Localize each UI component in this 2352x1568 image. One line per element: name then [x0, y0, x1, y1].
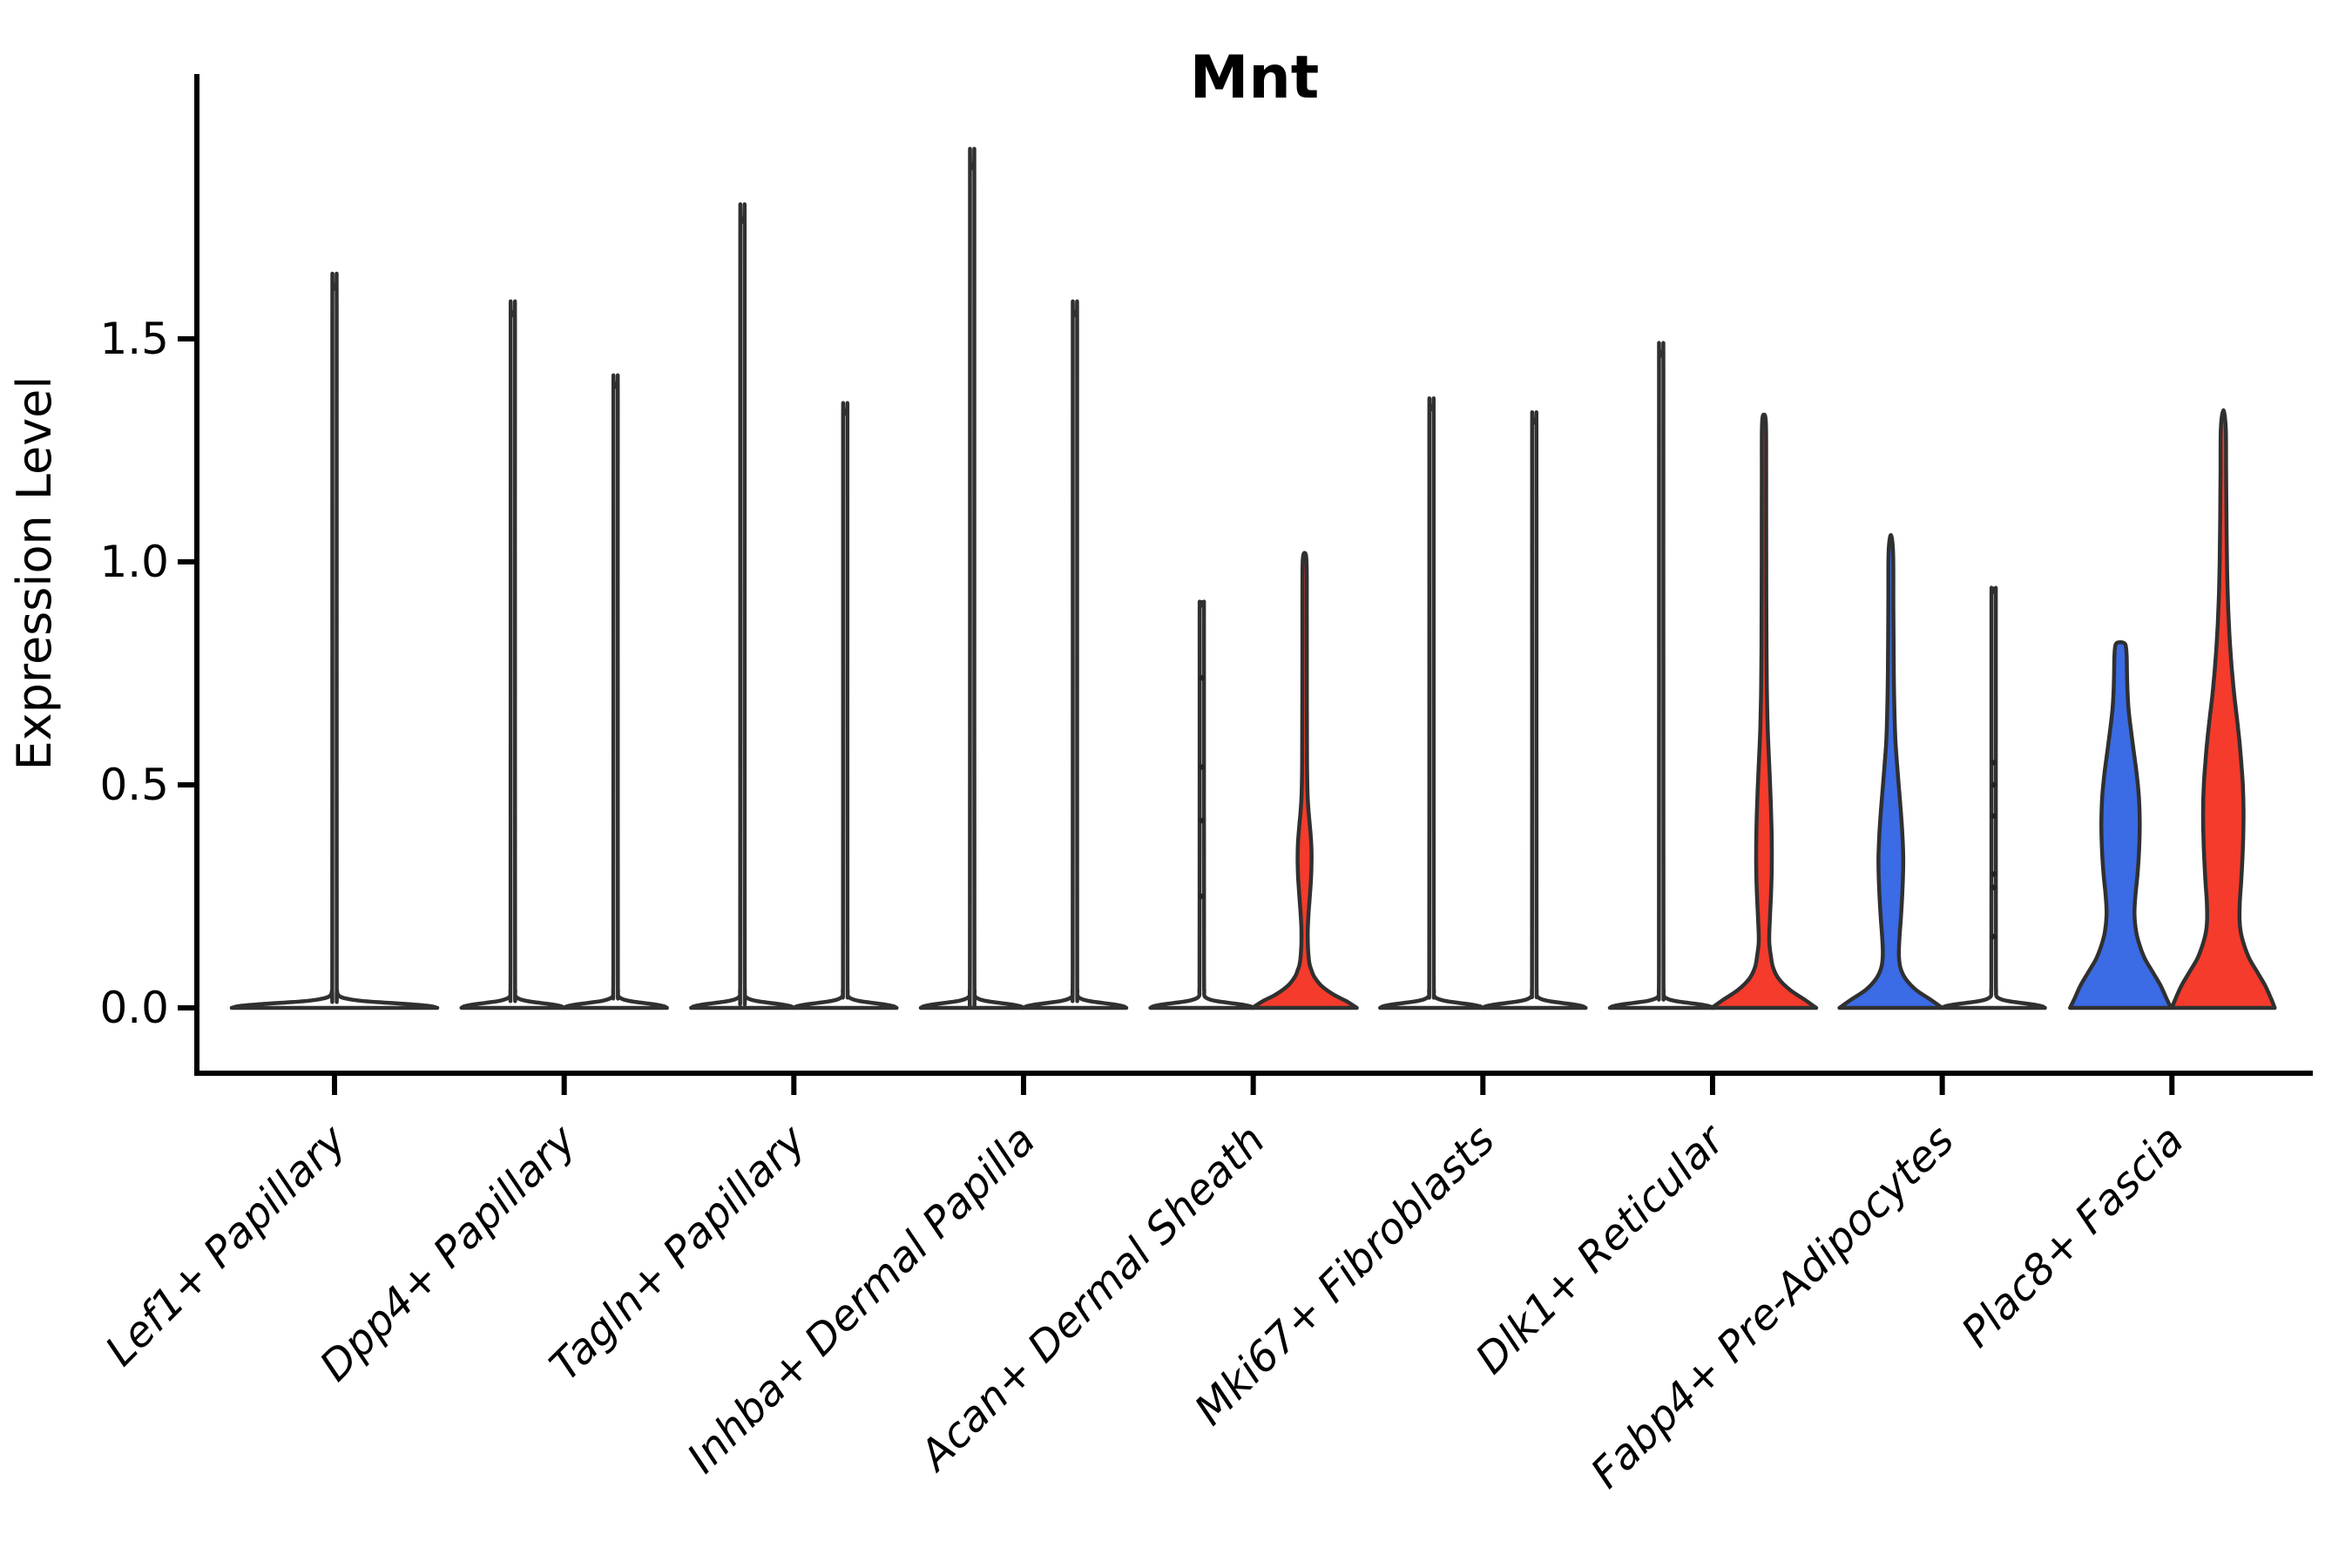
data-point-dot [1199, 893, 1205, 900]
y-tick-label: 0.5 [99, 760, 169, 810]
x-tick-label: Plac8+ Fascia [1952, 1116, 2193, 1357]
violin-5-right [1481, 410, 1588, 1010]
y-tick-label: 1.0 [99, 537, 169, 587]
y-tick-label: 0.0 [99, 983, 169, 1033]
violin-7-right [1940, 585, 2047, 1010]
violin-1-right [562, 373, 669, 1010]
y-axis-label: Expression Level [7, 376, 62, 771]
violin-2-left [689, 202, 796, 1010]
data-point-dot [1990, 760, 1997, 766]
y-axis: 0.0 0.5 1.0 1.5 [99, 74, 199, 1076]
x-tick-label: Dlk1+ Reticular [1466, 1114, 1736, 1384]
data-point-dot [1199, 817, 1205, 824]
y-tick-label: 1.5 [99, 314, 169, 364]
violin-5-left [1378, 396, 1485, 1010]
data-point-dot [1990, 781, 1997, 788]
violin-7-left [1837, 533, 1944, 1010]
x-tick-label: Fabp4+ Pre-Adipocytes [1582, 1116, 1964, 1498]
data-point-dot [1990, 933, 1997, 940]
chart-title: Mnt [1190, 44, 1320, 112]
violin-6-right [1709, 412, 1819, 1010]
data-point-dot [1199, 764, 1205, 770]
violin-2-right [792, 401, 899, 1010]
data-point-dot [1990, 884, 1997, 890]
x-tick-label: Lef1+ Papillary [96, 1115, 356, 1375]
x-tick-label: Dpp4+ Papillary [311, 1115, 586, 1390]
data-point-dot [1990, 813, 1997, 820]
violin-3-right [1021, 299, 1129, 1010]
violin-8-left [2068, 639, 2173, 1010]
violin-6-left [1607, 341, 1715, 1010]
data-point-dot [1990, 871, 1997, 877]
violin-1-left [459, 299, 566, 1010]
violin-4-left [1148, 599, 1255, 1010]
violin-4-right [1250, 551, 1359, 1010]
x-tick-label: Tagln+ Papillary [541, 1115, 816, 1390]
violin-8-right [2170, 408, 2277, 1010]
data-point-dot [1199, 674, 1205, 681]
violin-3-left [918, 146, 1026, 1010]
violins-group [229, 146, 2277, 1010]
violin-0-center [229, 272, 440, 1010]
